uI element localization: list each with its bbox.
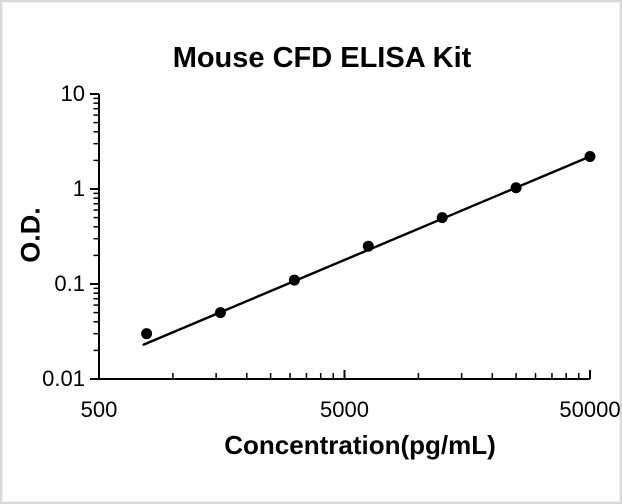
data-point bbox=[362, 240, 374, 252]
y-tick-label: 0.1 bbox=[54, 271, 85, 296]
x-tick-label: 5000 bbox=[320, 397, 369, 422]
y-tick-label: 1 bbox=[73, 176, 85, 201]
data-point bbox=[436, 212, 448, 224]
x-tick-label: 50000 bbox=[559, 397, 620, 422]
x-axis-title: Concentration(pg/mL) bbox=[224, 430, 496, 460]
data-point bbox=[141, 328, 153, 340]
data-point bbox=[510, 182, 522, 194]
y-tick-label: 10 bbox=[61, 81, 85, 106]
data-point bbox=[214, 307, 226, 319]
x-tick-label: 500 bbox=[81, 397, 118, 422]
axis-lines bbox=[98, 94, 590, 380]
data-point bbox=[584, 150, 596, 162]
data-point bbox=[288, 274, 300, 286]
y-tick-label: 0.01 bbox=[42, 366, 85, 391]
chart-title: Mouse CFD ELISA Kit bbox=[172, 42, 472, 74]
